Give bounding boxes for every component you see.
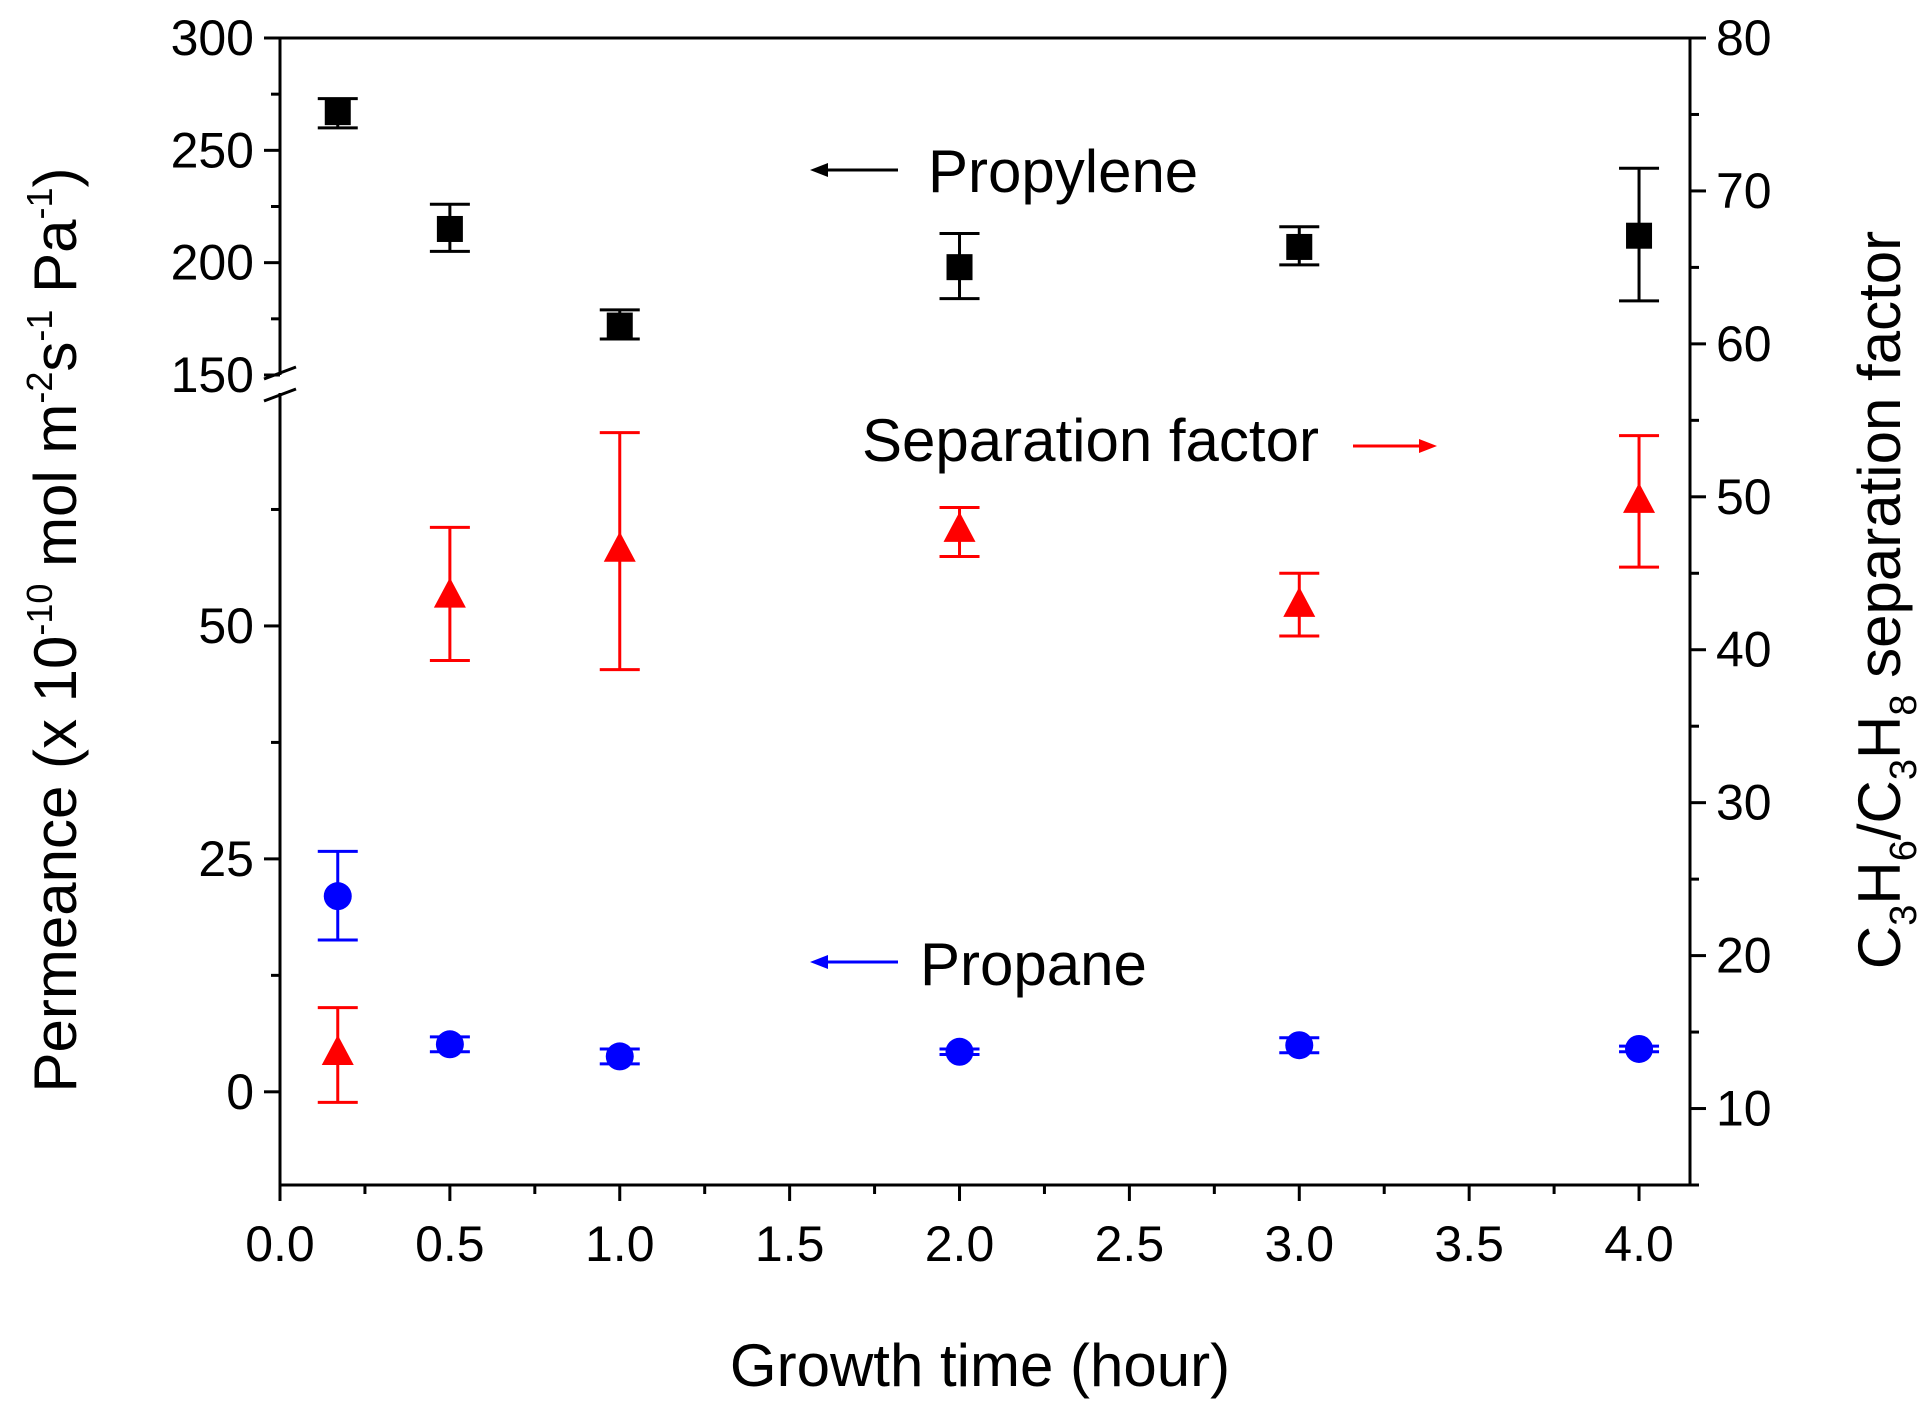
y2-tick-label: 40 [1716,622,1772,678]
annotation-separation-factor: Separation factor [862,407,1437,474]
label-separation-factor: Separation factor [862,407,1319,474]
arrowhead-propylene [810,163,828,177]
data-point-triangle [1623,482,1656,513]
data-point-circle [1285,1031,1314,1060]
y2-tick-label: 30 [1716,775,1772,831]
y2-tick-label: 10 [1716,1081,1772,1137]
label-propylene: Propylene [928,138,1198,205]
data-point-triangle [433,577,466,608]
data-point-square [1626,222,1653,249]
y-axis-title: Permeance (x 10-10 mol m-2s-1 Pa-1) [19,167,89,1092]
annotation-propane: Propane [810,931,1147,998]
arrowhead-propane [810,955,828,969]
data-point-circle [1625,1034,1654,1063]
x-tick-label: 1.5 [755,1216,825,1272]
x-axis-title: Growth time (hour) [730,1332,1230,1399]
annotation-propylene: Propylene [810,138,1198,205]
axis-break-mark-lower [263,387,297,403]
data-point-circle [323,882,352,911]
data-point-square [1286,233,1313,260]
y2-tick-label: 60 [1716,316,1772,372]
y-upper-tick-label: 250 [171,122,254,178]
series-propylene [317,97,1660,341]
x-tick-label: 3.0 [1265,1216,1335,1272]
data-point-circle [945,1037,974,1066]
data-point-triangle [321,1034,354,1065]
x-tick-label: 4.0 [1604,1216,1674,1272]
x-tick-label: 3.5 [1434,1216,1504,1272]
data-point-triangle [603,531,636,562]
axes [263,36,1692,1187]
x-tick-label: 2.0 [925,1216,995,1272]
data-point-square [436,215,463,242]
y-tick-label: 0 [226,1064,254,1120]
label-propane: Propane [920,931,1147,998]
y2-axis-title: C3H6/C3H8 separation factor [1846,231,1925,969]
ticks: 0.0 0.5 1.0 1.5 2.0 2.5 3.0 3.5 4.0 0 25 50 150 200 25… [171,10,1772,1272]
x-tick-label: 0.5 [415,1216,485,1272]
y2-tick-label: 70 [1716,163,1772,219]
data-point-square [324,99,351,126]
y-tick-label: 50 [198,598,254,654]
series-separation-factor [317,431,1660,1104]
y2-tick-label: 80 [1716,10,1772,66]
data-point-square [606,312,633,339]
data-point-triangle [1283,586,1316,617]
axis-break-mark-upper [263,365,297,381]
arrowhead-separation [1419,439,1437,453]
y-upper-tick-label: 300 [171,10,254,66]
data-point-square [946,254,973,281]
y2-tick-label: 20 [1716,928,1772,984]
data-point-circle [605,1042,634,1071]
x-tick-label: 1.0 [585,1216,655,1272]
series [317,97,1660,1104]
data-point-circle [435,1030,464,1059]
y-upper-tick-label: 200 [171,235,254,291]
y2-tick-label: 50 [1716,469,1772,525]
x-tick-label: 0.0 [245,1216,315,1272]
data-point-triangle [943,511,976,542]
x-tick-label: 2.5 [1095,1216,1165,1272]
series-propane [317,849,1660,1071]
y-tick-label: 25 [198,831,254,887]
y-upper-tick-label: 150 [171,347,254,403]
